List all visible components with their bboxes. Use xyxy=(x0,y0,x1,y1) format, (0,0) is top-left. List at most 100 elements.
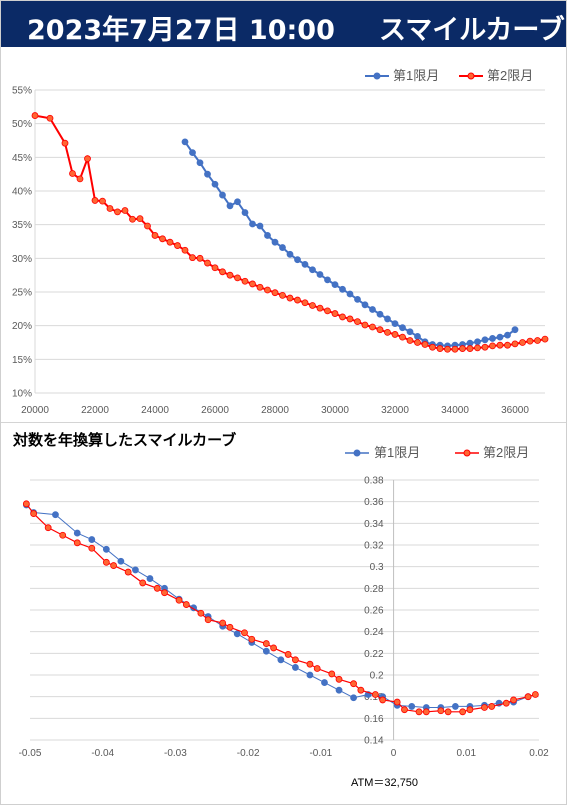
legend-label-series2: 第2限月 xyxy=(483,445,529,460)
x-tick-label: 26000 xyxy=(201,405,229,416)
legend-label-series1: 第1限月 xyxy=(374,445,420,460)
data-point xyxy=(444,708,452,716)
data-point xyxy=(151,232,159,239)
data-point xyxy=(316,271,324,278)
data-point xyxy=(534,337,541,344)
data-point xyxy=(502,699,510,707)
data-point xyxy=(233,630,241,638)
data-point xyxy=(73,529,81,537)
data-point xyxy=(376,326,384,334)
data-point xyxy=(524,693,532,701)
data-point xyxy=(357,686,365,694)
data-point xyxy=(102,545,110,553)
x-tick-label: -0.02 xyxy=(237,748,260,759)
data-point xyxy=(354,296,361,303)
y-tick-label: 0.32 xyxy=(364,541,384,552)
data-point xyxy=(264,286,271,294)
series-line xyxy=(184,141,516,347)
data-point xyxy=(369,323,376,331)
data-point xyxy=(271,238,279,246)
data-point xyxy=(384,315,391,323)
data-point xyxy=(504,341,511,349)
data-point xyxy=(294,296,301,304)
y-tick-label: 0.14 xyxy=(364,736,384,747)
data-point xyxy=(129,215,136,223)
atm-annotation: ATM＝32,750 xyxy=(351,777,418,789)
y-tick-label: 0.3 xyxy=(370,562,384,573)
data-point xyxy=(139,579,147,587)
x-tick-label: -0.03 xyxy=(164,748,187,759)
data-point xyxy=(106,205,114,212)
data-point xyxy=(369,306,376,313)
x-tick-label: 28000 xyxy=(261,405,289,416)
data-point xyxy=(249,280,256,288)
x-tick-label: -0.01 xyxy=(309,748,332,759)
data-point xyxy=(31,112,39,119)
data-point xyxy=(510,696,517,704)
x-tick-label: -0.04 xyxy=(91,748,114,759)
y-tick-label: 0.16 xyxy=(364,714,384,725)
x-tick-label: 22000 xyxy=(81,405,109,416)
y-tick-label: 35% xyxy=(12,220,32,231)
data-point xyxy=(197,609,205,617)
chart-title: 対数を年換算したスマイルカーブ xyxy=(12,431,236,449)
series-line xyxy=(25,503,536,713)
data-point xyxy=(301,299,309,307)
y-tick-label: 0.24 xyxy=(364,627,384,638)
data-point xyxy=(99,197,106,205)
data-point xyxy=(379,696,387,704)
y-tick-label: 15% xyxy=(12,355,32,366)
log-annualized-smile-chart: 対数を年換算したスマイルカーブ 第1限月 第2限月 ATM＝32,750 0.1… xyxy=(12,431,549,789)
data-point xyxy=(181,246,189,254)
x-tick-label: 32000 xyxy=(381,405,409,416)
data-point xyxy=(309,302,316,309)
data-point xyxy=(324,276,331,284)
data-point xyxy=(279,291,286,299)
data-point xyxy=(161,589,168,597)
data-point xyxy=(306,671,314,679)
y-tick-label: 20% xyxy=(12,321,32,332)
y-tick-label: 55% xyxy=(12,86,32,97)
data-point xyxy=(422,708,430,716)
data-point xyxy=(489,335,496,342)
data-point xyxy=(249,220,256,228)
data-point xyxy=(59,531,67,539)
data-point xyxy=(69,170,76,177)
data-point xyxy=(415,708,423,716)
header-bar: 2023年7月27日 10:00 スマイルカーブ xyxy=(1,1,566,47)
data-point xyxy=(346,290,354,298)
data-point xyxy=(331,310,339,317)
data-point xyxy=(301,260,309,268)
data-point xyxy=(406,328,414,336)
data-point xyxy=(102,558,110,566)
data-point xyxy=(264,232,271,239)
data-point xyxy=(459,345,466,352)
data-point xyxy=(331,281,339,288)
data-point xyxy=(219,268,226,276)
y-tick-label: 0.36 xyxy=(364,497,384,508)
data-point xyxy=(262,647,270,655)
data-point xyxy=(335,675,343,683)
data-point xyxy=(541,335,549,343)
data-point xyxy=(84,155,91,163)
data-point xyxy=(401,706,408,714)
data-point xyxy=(256,222,264,230)
data-point xyxy=(459,708,467,716)
y-tick-label: 50% xyxy=(12,119,32,130)
data-point xyxy=(226,202,234,210)
data-point xyxy=(361,321,369,329)
data-point xyxy=(114,208,121,216)
data-point xyxy=(241,277,249,285)
data-point xyxy=(132,566,139,574)
data-point xyxy=(466,706,474,714)
data-point xyxy=(519,339,526,346)
data-point xyxy=(474,344,481,352)
x-tick-label: 30000 xyxy=(321,405,349,416)
data-point xyxy=(204,616,212,624)
data-point xyxy=(391,320,399,328)
legend-marker xyxy=(467,72,475,80)
data-point xyxy=(124,568,132,576)
legend-marker xyxy=(463,449,471,457)
y-tick-label: 0.2 xyxy=(370,671,384,682)
